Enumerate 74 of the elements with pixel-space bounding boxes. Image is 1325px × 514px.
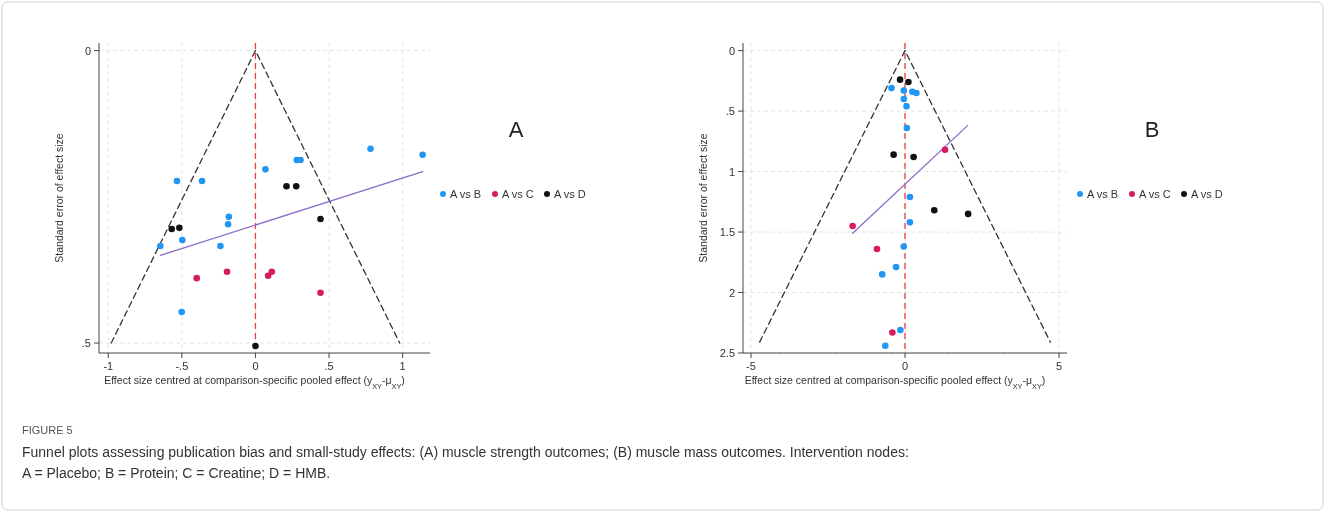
point <box>252 342 259 350</box>
point <box>890 151 897 158</box>
point <box>913 89 920 97</box>
point <box>903 102 910 110</box>
point <box>905 78 912 86</box>
point <box>897 326 904 334</box>
x-tick-label: 1 <box>399 360 406 372</box>
point <box>297 156 304 164</box>
point <box>900 95 908 103</box>
point <box>292 183 300 190</box>
x-tick-label: -.5 <box>175 360 189 372</box>
point <box>217 242 224 250</box>
point <box>903 124 911 132</box>
x-axis-title: Effect size centred at comparison-specific pooled effect (y$_{XY}$-μ$_{XY}$) <box>104 374 405 391</box>
text: A = Placebo; B = Protein; C = Creatine; D = HMB. <box>22 465 331 481</box>
point <box>367 145 374 153</box>
point <box>888 84 895 92</box>
point <box>900 87 908 94</box>
point <box>268 268 276 275</box>
x-tick-label: -1 <box>103 360 114 372</box>
point <box>889 329 896 336</box>
point <box>906 219 914 226</box>
point <box>168 225 176 233</box>
point <box>317 215 324 223</box>
point <box>941 146 949 154</box>
point <box>419 151 426 159</box>
point <box>878 271 886 278</box>
text: A <box>508 117 524 142</box>
point <box>900 243 908 250</box>
point <box>881 342 889 350</box>
legend-label: A vs C <box>1139 188 1171 200</box>
point <box>964 210 972 218</box>
x-tick-label: .5 <box>324 360 334 372</box>
point <box>225 213 233 221</box>
point <box>173 177 181 185</box>
point <box>873 245 881 253</box>
point <box>910 153 917 161</box>
x-tick-label: 0 <box>252 360 259 372</box>
y-tick-label: 2 <box>728 286 735 299</box>
point <box>283 183 290 190</box>
point <box>317 289 324 297</box>
legend-label: A vs D <box>1191 188 1223 200</box>
point <box>198 177 206 185</box>
point <box>223 268 231 275</box>
x-tick-label: 0 <box>901 360 909 372</box>
legend-label: A vs B <box>1087 188 1119 200</box>
point <box>179 236 186 244</box>
x-tick-label: -5 <box>746 360 756 372</box>
legend-label: A vs B <box>450 188 482 200</box>
point <box>193 274 201 282</box>
y-tick-label: 0 <box>728 44 735 57</box>
y-tick-label: 2.5 <box>719 347 735 359</box>
point <box>178 308 186 316</box>
y-tick-label: 1 <box>728 165 735 178</box>
x-tick-label: 5 <box>1055 360 1063 372</box>
point <box>157 242 164 250</box>
point <box>906 193 914 201</box>
point <box>849 222 856 230</box>
point <box>224 221 232 228</box>
point <box>176 224 183 232</box>
point <box>892 263 900 271</box>
text: Funnel plots assessing publication bias and small-study effects: (A) muscle strength outcomes; (B) muscle mass outcomes. Intervention nodes: <box>22 444 909 460</box>
legend-label: A vs C <box>502 188 534 200</box>
point <box>896 76 904 83</box>
text: B <box>1144 117 1160 142</box>
y-axis-title: Standard error of effect size <box>697 133 709 263</box>
y-tick-label: 1.5 <box>719 226 735 239</box>
caption: FIGURE 5 <box>22 424 73 436</box>
y-axis-title: Standard error of effect size <box>53 133 65 263</box>
point <box>930 206 938 214</box>
y-tick-label: .5 <box>725 105 735 118</box>
x-axis-title: Effect size centred at comparison-specific pooled effect (y$_{XY}$-μ$_{XY}$) <box>744 374 1046 391</box>
point <box>262 166 269 173</box>
legend-label: A vs D <box>554 188 586 200</box>
